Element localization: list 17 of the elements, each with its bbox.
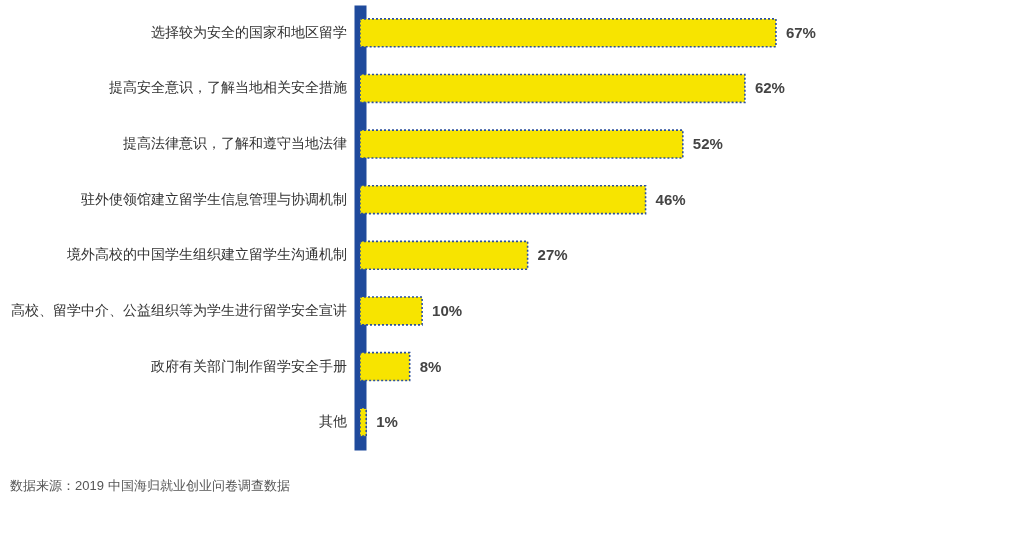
data-label: 52% bbox=[692, 135, 723, 153]
y-tick-label: 高校、留学中介、公益组织等为学生进行留学安全宣讲 bbox=[10, 301, 347, 318]
data-label: 8% bbox=[419, 357, 442, 375]
data-label: 1% bbox=[376, 413, 398, 431]
y-tick-label: 境外高校的中国学生组织建立留学生沟通机制 bbox=[65, 246, 347, 263]
data-label: 27% bbox=[537, 246, 568, 264]
y-tick-label: 政府有关部门制作留学安全手册 bbox=[150, 357, 347, 374]
data-label: 46% bbox=[655, 190, 686, 208]
data-label: 67% bbox=[785, 23, 816, 41]
y-tick-label: 驻外使领馆建立留学生信息管理与协调机制 bbox=[80, 190, 347, 207]
y-tick-label: 其他 bbox=[318, 413, 347, 430]
y-tick-label: 选择较为安全的国家和地区留学 bbox=[150, 23, 347, 40]
data-label: 10% bbox=[432, 301, 463, 319]
y-tick-label: 提高安全意识，了解当地相关安全措施 bbox=[108, 79, 347, 96]
y-tick-label: 提高法律意识，了解和遵守当地法律 bbox=[122, 135, 347, 152]
source-note: 数据来源：2019 中国海归就业创业问卷调查数据 bbox=[10, 478, 290, 493]
data-label: 62% bbox=[754, 79, 785, 97]
